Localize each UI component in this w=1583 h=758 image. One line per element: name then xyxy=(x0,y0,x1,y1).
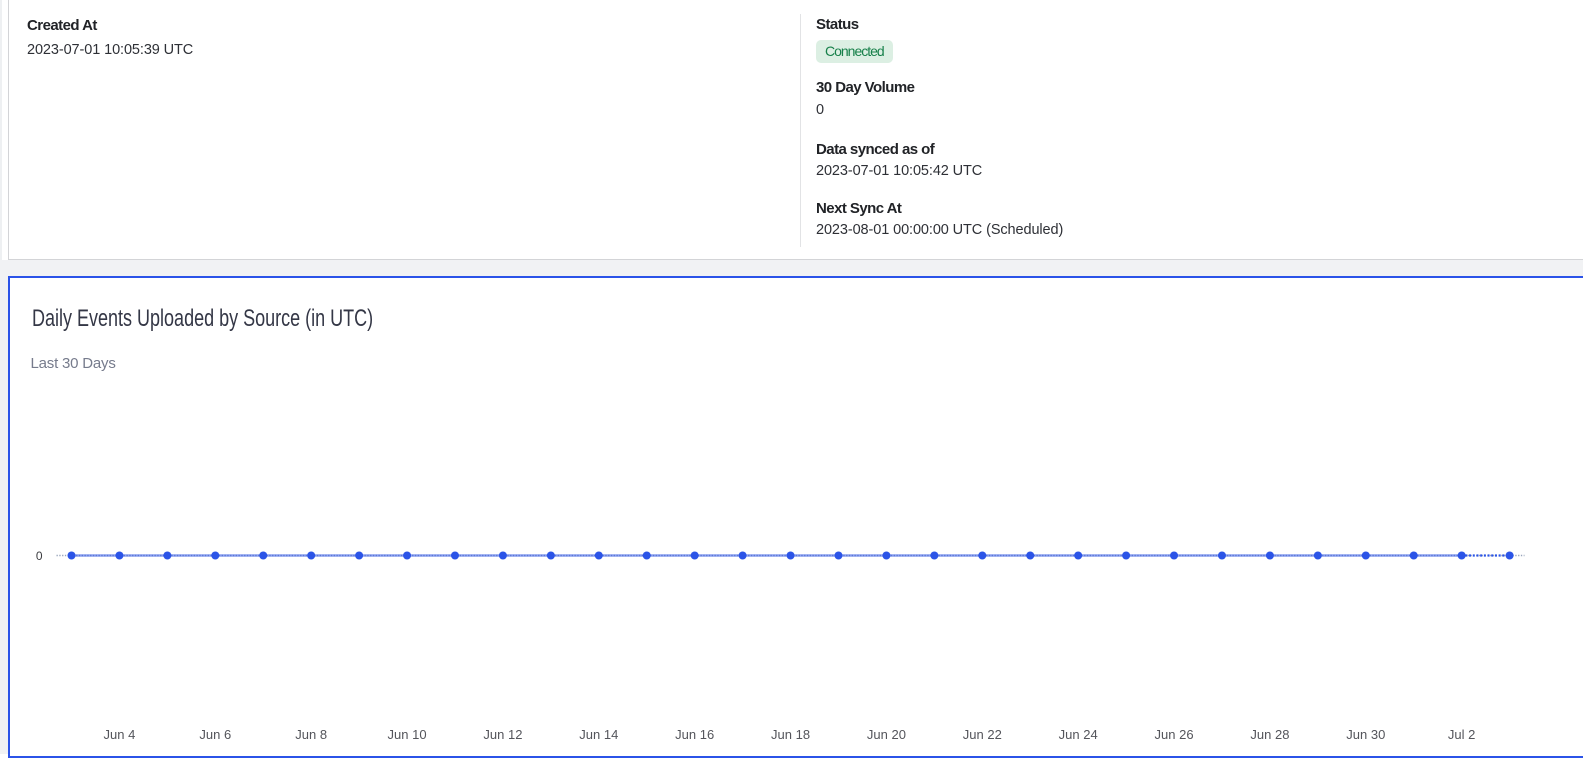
svg-text:Jun 4: Jun 4 xyxy=(104,727,136,742)
svg-text:Jun 12: Jun 12 xyxy=(483,727,522,742)
svg-text:Jun 24: Jun 24 xyxy=(1059,727,1098,742)
svg-text:Jun 16: Jun 16 xyxy=(675,727,714,742)
svg-text:Jun 18: Jun 18 xyxy=(771,727,810,742)
svg-text:Jun 6: Jun 6 xyxy=(199,727,231,742)
svg-text:Jun 30: Jun 30 xyxy=(1346,727,1385,742)
svg-text:Jun 20: Jun 20 xyxy=(867,727,906,742)
svg-text:Jun 22: Jun 22 xyxy=(963,727,1002,742)
svg-text:0: 0 xyxy=(36,549,43,563)
svg-text:Jun 10: Jun 10 xyxy=(388,727,427,742)
svg-text:Jul 2: Jul 2 xyxy=(1448,727,1475,742)
svg-text:Jun 28: Jun 28 xyxy=(1250,727,1289,742)
svg-text:Jun 8: Jun 8 xyxy=(295,727,327,742)
svg-text:Jun 14: Jun 14 xyxy=(579,727,618,742)
svg-text:Jun 26: Jun 26 xyxy=(1155,727,1194,742)
